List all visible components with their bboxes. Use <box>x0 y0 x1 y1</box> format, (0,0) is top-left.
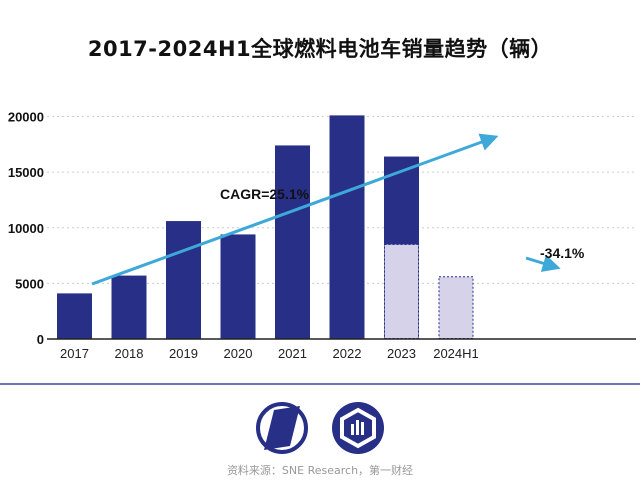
bar <box>111 275 147 339</box>
data-news-logo-icon <box>332 402 384 454</box>
logos <box>256 402 384 454</box>
x-tick-label: 2023 <box>387 346 416 361</box>
y-tick-label: 15000 <box>8 165 44 180</box>
decline-label: -34.1% <box>540 245 585 261</box>
bar <box>220 234 256 339</box>
x-tick-label: 2024H1 <box>433 346 479 361</box>
y-tick-label: 5000 <box>15 276 44 291</box>
x-tick-label: 2022 <box>333 346 362 361</box>
cagr-arrow <box>91 133 499 286</box>
y-tick-label: 20000 <box>8 110 44 125</box>
bar-h1 <box>438 276 474 340</box>
x-tick-label: 2018 <box>115 346 144 361</box>
bar <box>275 145 310 339</box>
x-tick-label: 2019 <box>169 346 198 361</box>
y-tick-label: 0 <box>37 332 44 347</box>
bar-h1 <box>384 243 419 339</box>
decline-arrow <box>525 254 561 272</box>
source-note: 资料来源：SNE Research，第一财经 <box>226 464 414 477</box>
x-tick-label: 2020 <box>224 346 253 361</box>
y-tick-label: 10000 <box>8 221 44 236</box>
cagr-label: CAGR=25.1% <box>220 186 310 202</box>
chart-title: 2017-2024H1全球燃料电池车销量趋势（辆） <box>87 37 553 61</box>
bar <box>57 293 92 339</box>
bar <box>329 115 365 339</box>
x-tick-label: 2021 <box>278 346 307 361</box>
x-tick-label: 2017 <box>60 346 89 361</box>
yicai-logo-icon <box>256 402 308 454</box>
bar <box>166 221 201 339</box>
bar-chart: 0 5000 10000 15000 20000 2017 2018 2019 2020 2021… <box>0 110 640 385</box>
